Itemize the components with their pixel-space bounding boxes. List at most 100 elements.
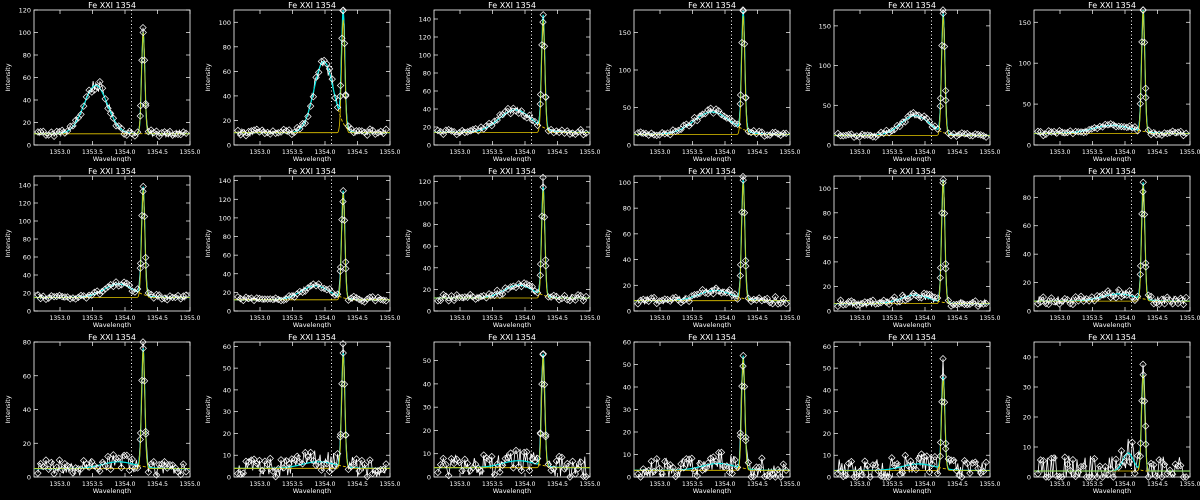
data-point-diamond: [836, 296, 845, 304]
panel-title: Fe XXI 1354: [1088, 1, 1136, 10]
data-point-diamond: [525, 111, 534, 119]
data-point-diamond: [577, 291, 585, 300]
data-point-diamond: [877, 299, 885, 307]
data-point-diamond: [120, 451, 128, 460]
narrow-component-fit: [234, 19, 390, 134]
data-point-diamond: [1085, 125, 1093, 134]
narrow-component-fit: [1034, 184, 1190, 302]
data-point-diamond: [982, 458, 990, 466]
panel-title: Fe XXI 1354: [1088, 167, 1136, 176]
data-point-diamond: [871, 133, 880, 141]
data-point-diamond: [36, 294, 45, 303]
data-point-diamond: [163, 129, 171, 137]
data-point-diamond: [896, 470, 904, 478]
data-point-diamond: [923, 452, 931, 460]
data-point-diamond: [258, 295, 266, 303]
data-point-diamond: [1074, 297, 1083, 305]
data-point-diamond: [71, 464, 80, 472]
y-tick-label: 80: [423, 221, 431, 229]
narrow-component-fit: [834, 378, 990, 471]
data-point-diamond: [333, 103, 342, 112]
broad-component-fit: [434, 109, 590, 133]
data-point-diamond: [582, 129, 590, 137]
panel-title: Fe XXI 1354: [288, 1, 336, 10]
y-tick-label: 100: [1019, 60, 1031, 68]
data-point-diamond: [1104, 471, 1112, 479]
data-point-diamond: [1080, 297, 1088, 305]
y-tick-label: 0: [1027, 474, 1031, 482]
panel-title: Fe XXI 1354: [688, 1, 736, 10]
data-point-diamond: [850, 473, 858, 481]
data-point-diamond: [501, 107, 509, 116]
narrow-component-fit: [634, 182, 790, 302]
y-tick-label: 40: [823, 258, 831, 266]
data-point-diamond: [674, 467, 683, 475]
y-tick-label: 80: [423, 70, 431, 78]
data-point-diamond: [952, 132, 961, 140]
data-point-diamond: [255, 294, 264, 303]
data-point-diamond: [152, 290, 161, 299]
y-tick-label: 40: [1023, 354, 1031, 362]
narrow-component-fit: [434, 19, 590, 133]
data-point-diamond: [779, 129, 788, 138]
data-point-diamond: [663, 462, 672, 470]
data-point-diamond: [236, 470, 245, 478]
data-point-diamond: [69, 122, 77, 130]
y-tick-label: 50: [423, 357, 431, 365]
y-tick-label: 40: [23, 272, 31, 280]
data-point-diamond: [442, 460, 450, 469]
data-point-diamond: [339, 197, 347, 206]
data-point-diamond: [850, 133, 858, 141]
data-point-diamond: [560, 465, 569, 473]
data-point-diamond: [1063, 128, 1072, 137]
observed-spectrum-line: [237, 201, 387, 304]
data-point-diamond: [115, 454, 123, 462]
data-point-diamond: [138, 376, 146, 385]
y-tick-label: 40: [223, 270, 231, 278]
data-point-diamond: [874, 467, 883, 475]
data-point-diamond: [42, 295, 50, 304]
y-tick-label: 40: [823, 386, 831, 394]
data-point-diamond: [112, 455, 120, 463]
data-point-diamond: [488, 452, 496, 461]
data-point-diamond: [939, 373, 947, 381]
data-point-diamond: [501, 454, 509, 463]
y-tick-label: 120: [419, 178, 431, 186]
data-point-diamond: [255, 128, 264, 136]
x-tick-label: 1354.0: [115, 149, 136, 156]
data-point-diamond: [952, 466, 961, 475]
data-point-diamond: [1034, 300, 1042, 308]
y-tick-label: 150: [619, 29, 631, 37]
data-point-diamond: [152, 471, 161, 479]
data-point-diamond: [1039, 293, 1047, 301]
data-point-diamond: [853, 473, 861, 481]
x-tick-label: 1354.5: [147, 149, 168, 156]
data-point-diamond: [55, 456, 64, 464]
data-point-diamond: [971, 458, 980, 466]
data-point-diamond: [339, 186, 347, 195]
data-point-diamond: [885, 128, 893, 137]
data-point-diamond: [131, 288, 139, 296]
data-point-diamond: [531, 457, 539, 465]
x-tick-label: 1353.5: [1082, 315, 1103, 322]
y-tick-label: 80: [223, 233, 231, 241]
spectrum-panel: Fe XXI 1354 0 10 20 30 40 50 60 1353.0 1353.5 1354…: [204, 333, 400, 494]
data-point-diamond: [504, 104, 512, 113]
data-point-diamond: [350, 460, 358, 469]
data-point-diamond: [263, 460, 272, 469]
data-point-diamond: [1139, 360, 1147, 369]
data-point-diamond: [717, 289, 726, 297]
y-tick-label: 60: [1023, 222, 1031, 230]
total-fit-line: [434, 187, 590, 299]
spectrum-panel: Fe XXI 1354 0 50 100 150 1353.0 1353.5 1354.0 13…: [804, 1, 1000, 162]
data-point-diamond: [1125, 287, 1134, 295]
data-point-diamond: [179, 292, 188, 300]
data-point-diamond: [677, 298, 685, 307]
narrow-component-fit: [34, 350, 190, 469]
data-point-diamond: [915, 293, 923, 302]
data-point-diamond: [1090, 454, 1099, 463]
data-point-diamond: [304, 284, 312, 292]
observed-spectrum-line: [837, 182, 987, 309]
y-tick-label: 120: [419, 34, 431, 42]
data-point-diamond: [1139, 188, 1147, 196]
